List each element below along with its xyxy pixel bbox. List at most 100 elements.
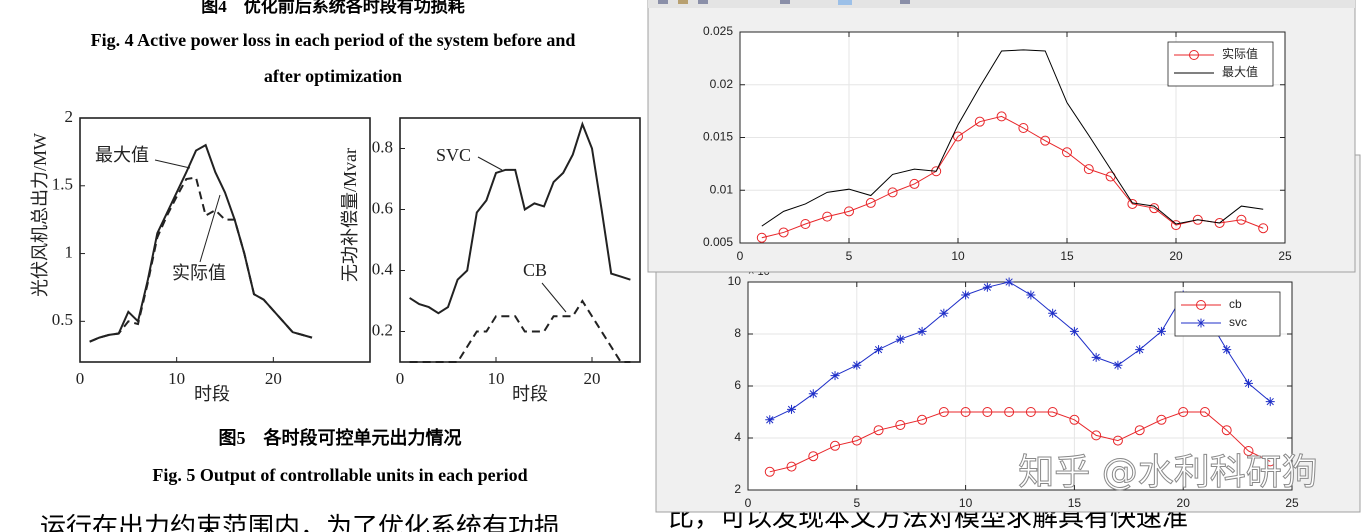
marker	[1113, 360, 1123, 370]
x-tick-label: 10	[168, 369, 185, 388]
legend-label: cb	[1229, 297, 1242, 311]
x-tick-label: 0	[737, 249, 744, 263]
annotation-leader	[154, 159, 191, 169]
marker	[852, 360, 862, 370]
plot-frame	[739, 31, 1286, 244]
marker	[895, 420, 906, 430]
marker	[1091, 430, 1102, 441]
y-tick-label: 0.5	[52, 310, 73, 329]
marker	[1069, 414, 1080, 425]
marker	[1062, 147, 1072, 158]
marker	[1040, 135, 1051, 146]
marker	[1091, 352, 1101, 362]
annotation-leader	[477, 156, 503, 171]
x-axis-label: 时段	[512, 384, 548, 404]
toolbar-icon[interactable]	[658, 0, 668, 4]
series-line	[89, 143, 313, 343]
y-tick-label: 0.4	[372, 259, 394, 278]
marker	[1236, 214, 1247, 225]
marker	[764, 466, 775, 477]
marker	[1192, 214, 1203, 225]
toolbar-icon[interactable]	[900, 0, 910, 4]
marker	[974, 116, 985, 127]
legend-label: 实际值	[1222, 46, 1258, 61]
marker	[1004, 407, 1015, 417]
chart-reactive: 0 10 20 0.2 0.4 0.6 0.8 时段 无功补偿量/Mvar SVC CB	[340, 117, 641, 404]
marker	[1196, 318, 1206, 328]
x-tick-label: 5	[853, 496, 860, 510]
marker	[1243, 378, 1253, 388]
marker	[756, 232, 767, 243]
series-line	[769, 411, 1271, 473]
marker	[1265, 397, 1275, 407]
x-tick-label: 20	[584, 369, 601, 388]
marker	[996, 111, 1007, 122]
series-line	[89, 176, 313, 343]
marker	[1222, 345, 1232, 355]
figure4-caption-en: Fig. 4 Active power loss in each period …	[91, 30, 576, 50]
x-tick-label: 25	[1285, 496, 1299, 510]
x-tick-label: 0	[76, 369, 85, 388]
marker	[1047, 407, 1058, 417]
marker	[1025, 407, 1036, 417]
marker	[917, 326, 927, 336]
toolbar-icon[interactable]	[698, 0, 708, 4]
marker	[1214, 217, 1225, 228]
marker	[765, 415, 775, 425]
plot-frame	[79, 117, 371, 363]
y-tick-label: 0.6	[372, 198, 393, 217]
figure4-caption-en: after optimization	[264, 66, 402, 86]
figure5-caption-en: Fig. 5 Output of controllable units in e…	[152, 465, 527, 485]
marker	[939, 308, 949, 318]
x-tick-label: 0	[396, 369, 405, 388]
toolbar-icon[interactable]	[678, 0, 688, 4]
marker	[1243, 446, 1254, 456]
x-tick-label: 0	[745, 496, 752, 510]
y-tick-label: 0.02	[710, 77, 734, 91]
annotation-leader	[199, 194, 221, 263]
y-tick-label: 8	[734, 326, 741, 340]
y-axis-label: 光伏风机总出力/MW	[30, 133, 50, 297]
annotation: CB	[523, 260, 547, 280]
x-tick-label: 10	[488, 369, 505, 388]
marker	[1135, 345, 1145, 355]
toolbar-icon[interactable]	[780, 0, 790, 4]
marker	[787, 404, 797, 414]
annotation-leader	[541, 282, 567, 313]
marker	[887, 187, 898, 198]
marker	[1149, 203, 1160, 214]
marker	[1258, 223, 1269, 234]
marker	[786, 461, 797, 472]
plot-frame	[747, 281, 1293, 491]
toolbar-icon[interactable]	[838, 0, 852, 5]
annotation: SVC	[436, 145, 471, 165]
series-line	[761, 49, 1264, 227]
figure5-caption-cn: 图5 各时段可控单元出力情况	[219, 427, 462, 448]
marker	[1171, 220, 1181, 231]
marker	[1026, 290, 1036, 300]
marker	[808, 389, 818, 399]
marker	[844, 206, 854, 217]
series-line	[761, 115, 1264, 239]
marker	[830, 371, 840, 381]
marker	[909, 178, 920, 189]
marker	[778, 227, 789, 238]
marker	[1178, 407, 1189, 417]
marker	[1196, 300, 1206, 310]
legend-label: svc	[1229, 315, 1247, 329]
marker	[1156, 414, 1167, 425]
y-tick-label: 4	[734, 430, 741, 444]
marker	[808, 451, 819, 462]
marker	[1156, 326, 1166, 336]
marker	[800, 219, 811, 230]
y-tick-label: 2	[734, 482, 741, 496]
x-tick-label: 10	[951, 249, 965, 263]
marker	[953, 131, 963, 142]
marker	[865, 197, 876, 208]
plot-frame	[399, 117, 641, 363]
x-tick-label: 10	[959, 496, 973, 510]
body-text: 运行在出力约束范围内，为了优化系统有功损	[40, 513, 560, 532]
